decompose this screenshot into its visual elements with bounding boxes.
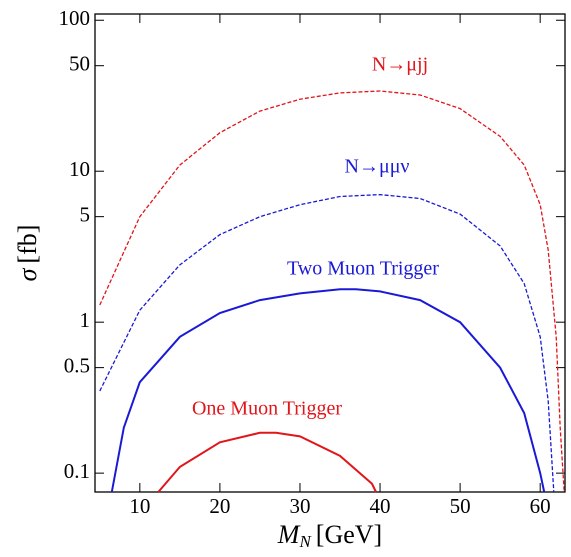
x-tick-label: 30 — [289, 494, 310, 518]
x-tick-label: 60 — [530, 494, 551, 518]
series-label: One Muon Trigger — [192, 398, 342, 420]
x-tick-label: 50 — [450, 494, 471, 518]
y-axis-label: σ[fb] — [13, 225, 42, 282]
x-tick-label: 20 — [209, 494, 230, 518]
y-tick-label: 1 — [80, 308, 91, 332]
y-tick-label: 10 — [69, 157, 90, 181]
series-label: N→μμν — [345, 156, 410, 178]
plot-frame — [94, 13, 566, 493]
x-tick-label: 10 — [129, 494, 150, 518]
series-line — [110, 288, 546, 493]
series-label: N→μjj — [372, 54, 428, 76]
y-tick-label: 100 — [59, 6, 91, 30]
x-axis-label: MN [GeV] — [277, 520, 382, 551]
y-tick-label: 0.5 — [64, 353, 90, 377]
series-line — [99, 193, 555, 493]
y-tick-label: 50 — [69, 52, 90, 76]
x-tick-label: 40 — [370, 494, 391, 518]
y-tick-label: 5 — [80, 202, 91, 226]
series-line — [157, 431, 377, 493]
series-label: Two Muon Trigger — [287, 258, 439, 280]
series-line — [99, 90, 565, 493]
y-tick-label: 0.1 — [64, 459, 90, 483]
